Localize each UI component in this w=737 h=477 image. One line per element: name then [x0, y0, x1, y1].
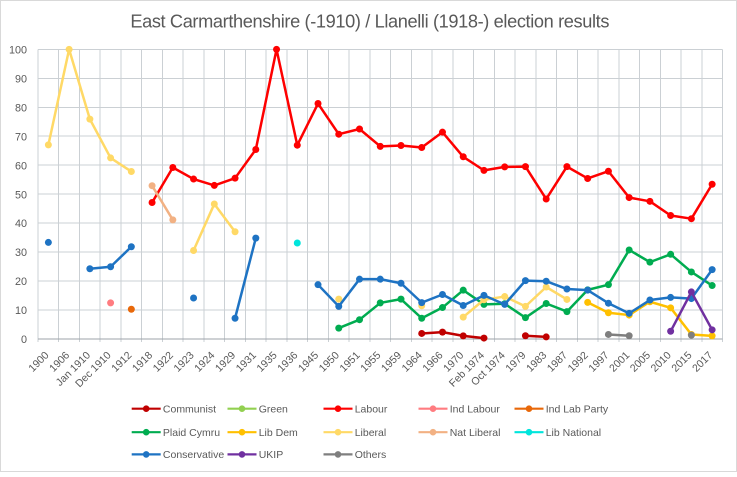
- svg-text:Liberal: Liberal: [355, 427, 387, 439]
- svg-text:100: 100: [9, 45, 27, 57]
- svg-text:Plaid Cymru: Plaid Cymru: [163, 427, 220, 439]
- svg-text:40: 40: [15, 218, 27, 230]
- svg-text:Green: Green: [259, 404, 288, 416]
- svg-text:Lib Dem: Lib Dem: [259, 427, 298, 439]
- svg-text:50: 50: [15, 189, 27, 201]
- svg-text:Nat Liberal: Nat Liberal: [450, 427, 501, 439]
- svg-text:East Carmarthenshire (-1910) /: East Carmarthenshire (-1910) / Llanelli …: [130, 12, 609, 32]
- svg-text:30: 30: [15, 247, 27, 259]
- svg-text:0: 0: [21, 334, 27, 346]
- svg-text:UKIP: UKIP: [259, 449, 284, 461]
- svg-text:Lib National: Lib National: [546, 427, 601, 439]
- svg-text:Ind Lab Party: Ind Lab Party: [546, 404, 609, 416]
- svg-text:Others: Others: [355, 449, 387, 461]
- svg-text:Conservative: Conservative: [163, 449, 224, 461]
- svg-text:60: 60: [15, 160, 27, 172]
- svg-text:10: 10: [15, 305, 27, 317]
- svg-text:Labour: Labour: [355, 404, 388, 416]
- svg-text:20: 20: [15, 276, 27, 288]
- svg-text:90: 90: [15, 74, 27, 86]
- svg-text:70: 70: [15, 131, 27, 143]
- svg-text:Ind Labour: Ind Labour: [450, 404, 501, 416]
- svg-text:80: 80: [15, 102, 27, 114]
- svg-text:Communist: Communist: [163, 404, 216, 416]
